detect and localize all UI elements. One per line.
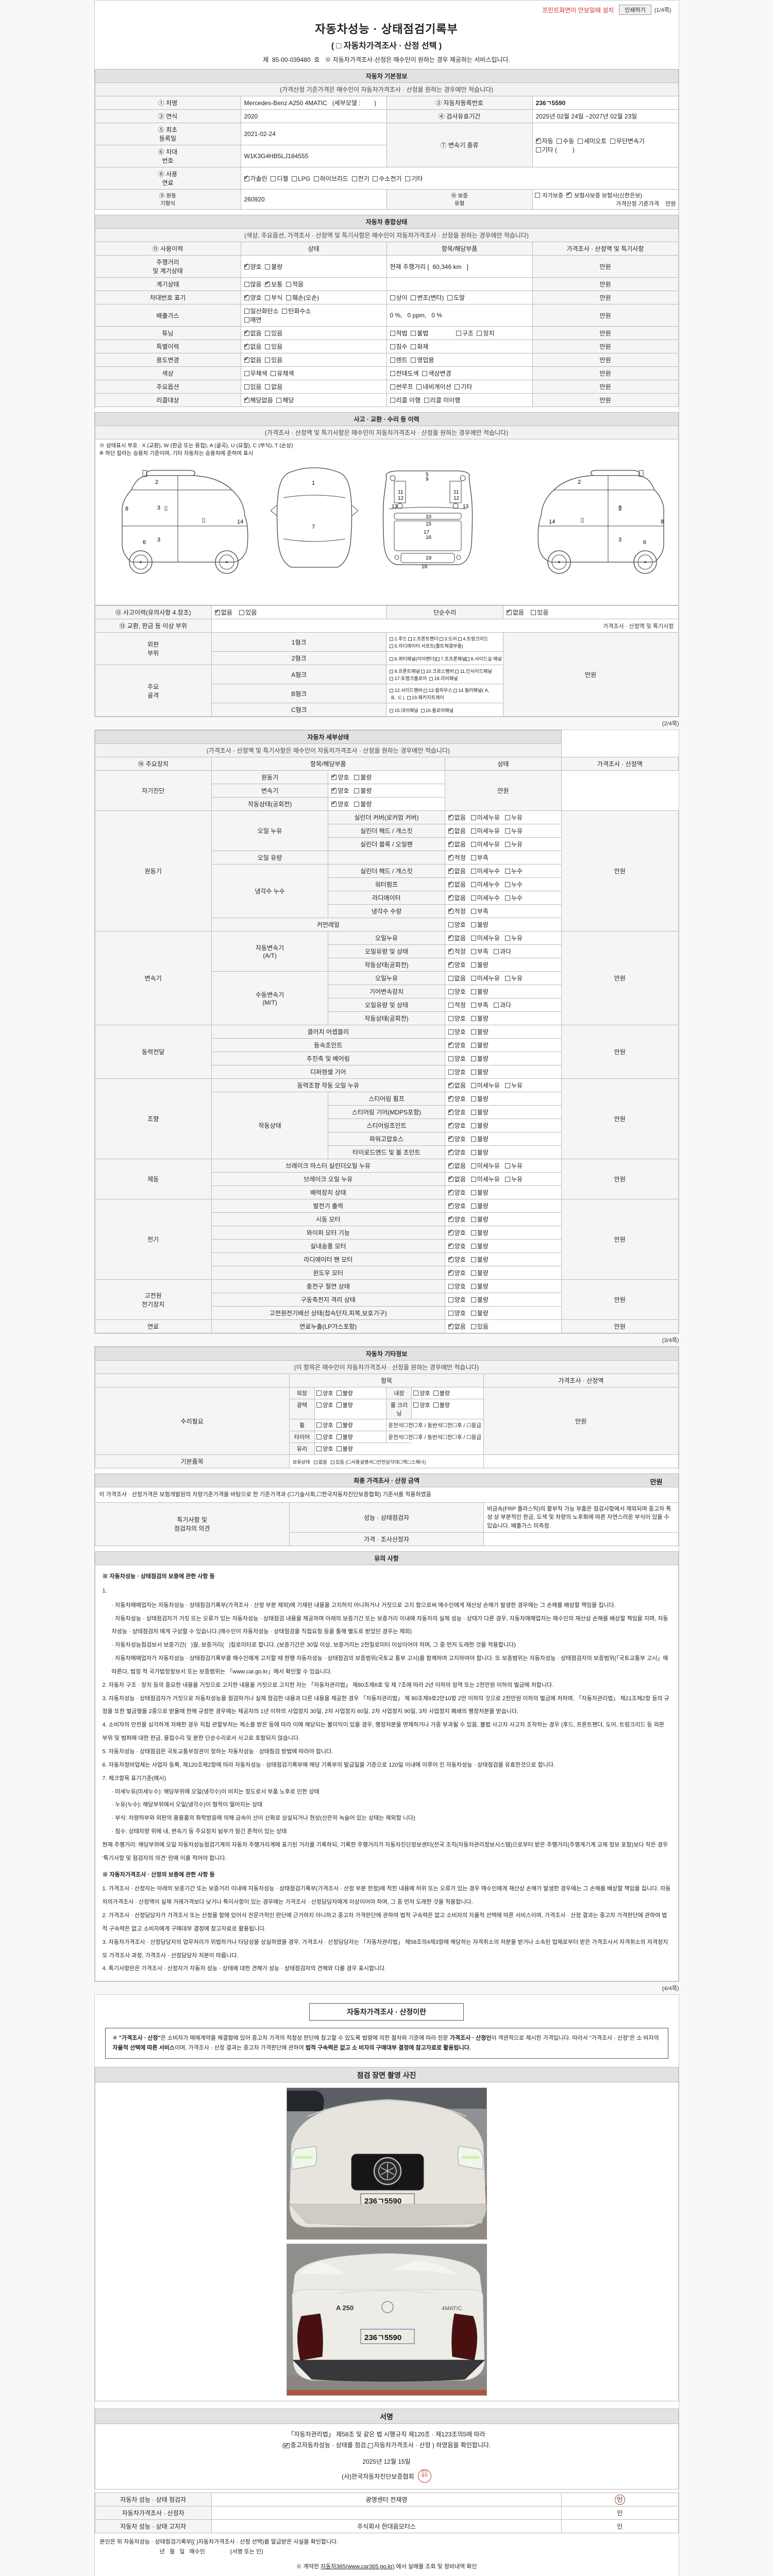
svg-text:4MATIC: 4MATIC xyxy=(442,2306,462,2312)
svg-text:15: 15 xyxy=(426,521,432,527)
svg-text:7: 7 xyxy=(312,524,315,530)
svg-text:8: 8 xyxy=(661,519,664,525)
svg-text:19: 19 xyxy=(426,555,432,561)
svg-text:2: 2 xyxy=(155,479,158,485)
svg-text:236ㄱ5590: 236ㄱ5590 xyxy=(364,2333,401,2342)
svg-text:8: 8 xyxy=(125,506,128,512)
svg-text:11: 11 xyxy=(453,489,459,495)
svg-text:A 250: A 250 xyxy=(336,2304,354,2312)
svg-text:13: 13 xyxy=(463,504,469,510)
svg-text:3: 3 xyxy=(618,505,621,511)
svg-text:9: 9 xyxy=(426,477,429,482)
svg-text:3: 3 xyxy=(157,505,160,511)
svg-text:6: 6 xyxy=(643,539,646,546)
svg-text:18: 18 xyxy=(422,564,428,570)
svg-text:3: 3 xyxy=(618,537,621,543)
svg-text:14: 14 xyxy=(237,519,243,525)
svg-text:12: 12 xyxy=(398,496,404,501)
svg-text:17: 17 xyxy=(424,530,430,535)
svg-text:2: 2 xyxy=(578,479,581,485)
svg-text:13: 13 xyxy=(392,504,398,510)
svg-text:6: 6 xyxy=(143,539,146,546)
svg-text:14: 14 xyxy=(549,519,555,525)
svg-text:12: 12 xyxy=(453,496,460,501)
svg-text:3: 3 xyxy=(157,537,160,543)
svg-text:1: 1 xyxy=(312,480,315,486)
svg-text:10: 10 xyxy=(426,514,432,520)
svg-text:16: 16 xyxy=(426,535,432,540)
svg-text:11: 11 xyxy=(398,489,404,495)
